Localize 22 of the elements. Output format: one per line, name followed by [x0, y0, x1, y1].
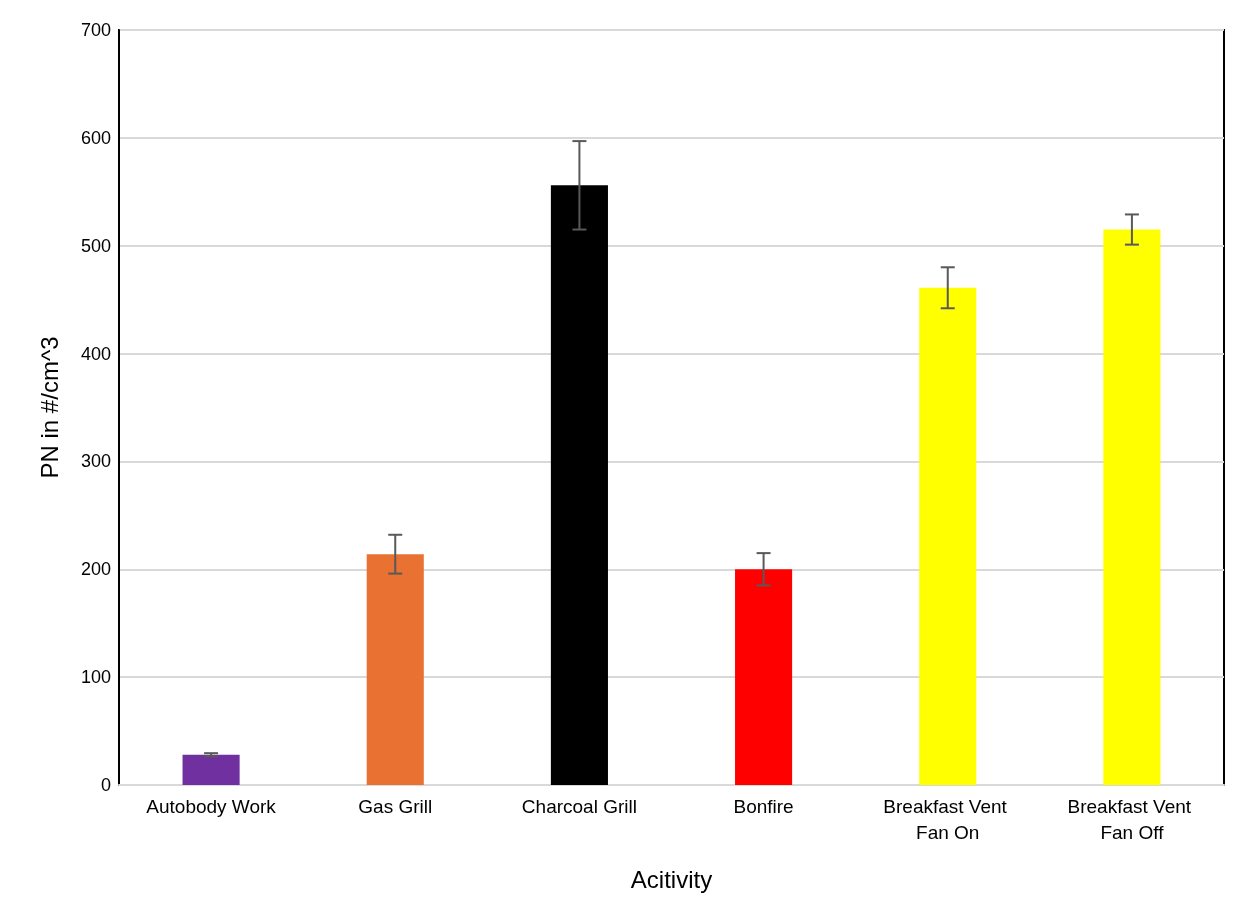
- bar: [735, 569, 793, 785]
- y-tick-label: 0: [100, 775, 111, 795]
- bar: [366, 554, 424, 785]
- y-tick-label: 200: [80, 559, 111, 580]
- y-tick-label: 600: [80, 127, 111, 148]
- y-tick-label: 400: [80, 343, 111, 364]
- bar: [1103, 229, 1161, 785]
- y-tick-label: 500: [80, 235, 111, 256]
- x-tick-label: Breakfast Vent Fan Off: [1067, 795, 1197, 843]
- x-axis-title: Acitivity: [630, 865, 713, 893]
- y-axis-title: PN in #/cm^3: [35, 336, 63, 479]
- y-tick-label: 100: [80, 667, 111, 688]
- bar: [550, 185, 608, 785]
- bar: [182, 754, 240, 785]
- x-tick-label: Autobody Work: [146, 795, 277, 817]
- x-tick-label: Breakfast Vent Fan On: [883, 795, 1013, 843]
- x-tick-label: Gas Grill: [358, 795, 433, 817]
- y-tick-label: 300: [80, 451, 111, 472]
- x-tick-label: Charcoal Grill: [521, 795, 637, 817]
- bar: [919, 287, 977, 785]
- x-tick-label: Bonfire: [733, 795, 794, 817]
- y-tick-label: 700: [80, 20, 111, 40]
